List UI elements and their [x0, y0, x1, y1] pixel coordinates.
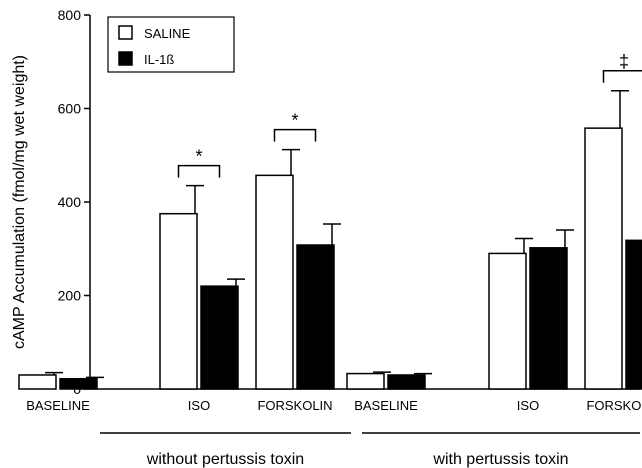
legend-label: IL-1ß — [144, 52, 174, 67]
significance-marker: * — [291, 111, 298, 131]
bar-saline-4 — [488, 252, 527, 390]
significance-bracket — [602, 69, 642, 83]
bar-saline-5 — [584, 127, 623, 390]
bar-il1b-2 — [296, 244, 335, 390]
x-tick-label: BASELINE — [26, 398, 90, 413]
bar-saline-3 — [346, 372, 385, 390]
y-tick-label: 800 — [58, 7, 82, 23]
group-label: without pertussis toxin — [146, 451, 304, 468]
significance-bracket — [177, 164, 221, 178]
bar-saline-0 — [18, 374, 57, 390]
significance-bracket — [273, 128, 317, 142]
bar-saline-1 — [159, 212, 198, 390]
bar-saline-2 — [255, 174, 294, 390]
x-tick-label: FORSKOLIN — [586, 398, 642, 413]
y-tick-label: 400 — [58, 194, 82, 210]
x-tick-label: ISO — [188, 398, 210, 413]
legend-swatch — [118, 51, 133, 66]
legend: SALINE IL-1ß — [107, 16, 235, 73]
y-tick-label: 600 — [58, 101, 82, 117]
bar-il1b-1 — [200, 285, 239, 390]
x-tick-label: BASELINE — [354, 398, 418, 413]
x-tick-label: ISO — [517, 398, 539, 413]
bar-il1b-4 — [529, 247, 568, 390]
legend-label: SALINE — [144, 26, 191, 41]
y-axis-label: cAMP Accumulation (fmol/mg wet weight) — [11, 55, 28, 349]
bar-il1b-5 — [625, 239, 642, 390]
x-tick-label: FORSKOLIN — [257, 398, 332, 413]
group-label: with pertussis toxin — [432, 451, 568, 468]
significance-marker: ‡ — [619, 52, 629, 72]
significance-marker: * — [195, 147, 202, 167]
bar-il1b-3 — [387, 374, 426, 390]
bar-il1b-0 — [59, 377, 98, 390]
legend-swatch — [118, 25, 133, 40]
y-tick-label: 200 — [58, 288, 82, 304]
